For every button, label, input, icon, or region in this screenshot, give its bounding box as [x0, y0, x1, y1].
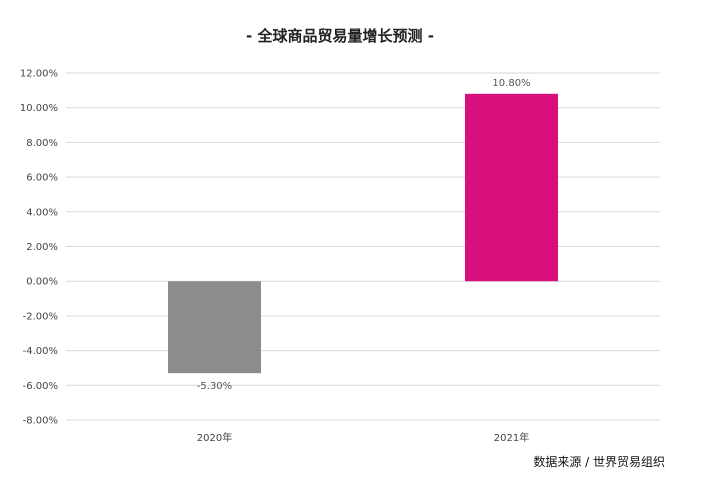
- data-labels: -5.30% 10.80%: [197, 78, 531, 392]
- y-tick-label: 8.00%: [26, 138, 58, 149]
- source-note: 数据来源 / 世界贸易组织: [533, 454, 665, 469]
- y-tick-label: -6.00%: [23, 381, 58, 392]
- bars: [168, 93, 558, 374]
- x-tick-label: 2020年: [197, 431, 232, 444]
- y-axis-ticks: 12.00% 10.00% 8.00% 6.00% 4.00% 2.00% 0.00% -2.…: [20, 69, 58, 427]
- gridlines: [66, 72, 660, 421]
- data-label: 10.80%: [492, 78, 530, 89]
- bar-2020年: [168, 281, 261, 374]
- chart-title: - 全球商品贸易量增长预测 -: [246, 27, 434, 45]
- x-axis-ticks: 2020年 2021年: [197, 431, 529, 444]
- x-tick-label: 2021年: [494, 431, 529, 444]
- y-tick-label: 12.00%: [20, 69, 58, 80]
- y-tick-label: 4.00%: [26, 207, 58, 218]
- y-tick-label: -8.00%: [23, 416, 58, 427]
- y-tick-label: -2.00%: [23, 311, 58, 322]
- bar-2021年: [465, 93, 558, 282]
- data-label: -5.30%: [197, 381, 232, 392]
- y-tick-label: 6.00%: [26, 173, 58, 184]
- y-tick-label: -4.00%: [23, 346, 58, 357]
- y-tick-label: 2.00%: [26, 242, 58, 253]
- y-tick-label: 0.00%: [26, 277, 58, 288]
- y-tick-label: 10.00%: [20, 103, 58, 114]
